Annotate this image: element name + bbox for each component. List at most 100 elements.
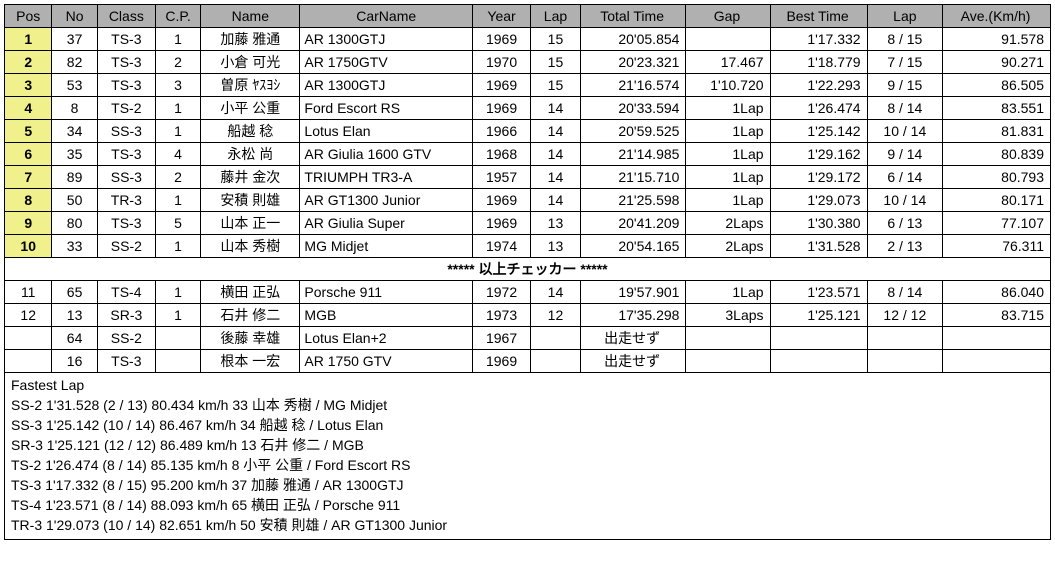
hdr-car: CarName xyxy=(300,5,473,28)
cell-best: 1'18.779 xyxy=(770,51,867,74)
cell-cp: 1 xyxy=(155,28,200,51)
cell-cp: 1 xyxy=(155,281,200,304)
cell-time: 21'15.710 xyxy=(580,166,686,189)
cell-blap xyxy=(867,350,942,373)
separator-row: ***** 以上チェッカー ***** xyxy=(5,258,1051,281)
hdr-lap: Lap xyxy=(531,5,581,28)
cell-lap: 14 xyxy=(531,189,581,212)
cell-lap: 14 xyxy=(531,120,581,143)
cell-gap: 1Lap xyxy=(686,143,770,166)
cell-name: 石井 修二 xyxy=(201,304,300,327)
cell-name: 曽原 ﾔｽﾖｼ xyxy=(201,74,300,97)
cell-no: 50 xyxy=(52,189,97,212)
cell-cp: 1 xyxy=(155,189,200,212)
cell-name: 船越 稔 xyxy=(201,120,300,143)
cell-cp: 4 xyxy=(155,143,200,166)
cell-cp: 1 xyxy=(155,235,200,258)
cell-time: 20'33.594 xyxy=(580,97,686,120)
table-row: 282TS-32小倉 可光AR 1750GTV19701520'23.32117… xyxy=(5,51,1051,74)
cell-best: 1'29.162 xyxy=(770,143,867,166)
cell-no: 8 xyxy=(52,97,97,120)
cell-no: 89 xyxy=(52,166,97,189)
hdr-blap: Lap xyxy=(867,5,942,28)
cell-gap: 1Lap xyxy=(686,97,770,120)
cell-name: 根本 一宏 xyxy=(201,350,300,373)
fastest-lap-line: TS-2 1'26.474 (8 / 14) 85.135 km/h 8 小平 … xyxy=(11,455,1044,475)
cell-blap: 2 / 13 xyxy=(867,235,942,258)
cell-best: 1'22.293 xyxy=(770,74,867,97)
cell-no: 16 xyxy=(52,350,97,373)
fastest-lap-box: Fastest Lap SS-2 1'31.528 (2 / 13) 80.43… xyxy=(4,373,1051,540)
cell-lap xyxy=(531,350,581,373)
table-row: 534SS-31船越 稔Lotus Elan19661420'59.5251La… xyxy=(5,120,1051,143)
cell-pos: 2 xyxy=(5,51,52,74)
hdr-class: Class xyxy=(97,5,155,28)
cell-car: AR Giulia 1600 GTV xyxy=(300,143,473,166)
cell-name: 横田 正弘 xyxy=(201,281,300,304)
cell-blap xyxy=(867,327,942,350)
cell-cp: 2 xyxy=(155,166,200,189)
table-row: 1213SR-31石井 修二MGB19731217'35.2983Laps1'2… xyxy=(5,304,1051,327)
cell-ave: 91.578 xyxy=(943,28,1051,51)
cell-lap: 15 xyxy=(531,51,581,74)
cell-best xyxy=(770,350,867,373)
cell-class: SS-2 xyxy=(97,327,155,350)
cell-ave: 81.831 xyxy=(943,120,1051,143)
cell-ave: 76.311 xyxy=(943,235,1051,258)
cell-no: 37 xyxy=(52,28,97,51)
cell-ave: 86.505 xyxy=(943,74,1051,97)
cell-car: MGB xyxy=(300,304,473,327)
cell-class: TS-2 xyxy=(97,97,155,120)
cell-blap: 10 / 14 xyxy=(867,120,942,143)
fastest-lap-line: TS-3 1'17.332 (8 / 15) 95.200 km/h 37 加藤… xyxy=(11,475,1044,495)
cell-pos: 1 xyxy=(5,28,52,51)
cell-cp xyxy=(155,350,200,373)
cell-best xyxy=(770,327,867,350)
cell-best: 1'25.142 xyxy=(770,120,867,143)
cell-pos xyxy=(5,327,52,350)
fastest-lap-title: Fastest Lap xyxy=(11,375,1044,395)
hdr-name: Name xyxy=(201,5,300,28)
results-table: Pos No Class C.P. Name CarName Year Lap … xyxy=(4,4,1051,373)
fastest-lap-line: TS-4 1'23.571 (8 / 14) 88.093 km/h 65 横田… xyxy=(11,495,1044,515)
results-tbody: 137TS-31加藤 雅通AR 1300GTJ19691520'05.8541'… xyxy=(5,28,1051,373)
cell-lap: 13 xyxy=(531,235,581,258)
fastest-lap-line: SS-2 1'31.528 (2 / 13) 80.434 km/h 33 山本… xyxy=(11,395,1044,415)
cell-class: TS-3 xyxy=(97,212,155,235)
cell-name: 藤井 金次 xyxy=(201,166,300,189)
cell-gap: 2Laps xyxy=(686,235,770,258)
cell-best: 1'29.172 xyxy=(770,166,867,189)
cell-gap: 1Lap xyxy=(686,120,770,143)
cell-gap xyxy=(686,28,770,51)
cell-lap: 14 xyxy=(531,281,581,304)
cell-car: AR 1750 GTV xyxy=(300,350,473,373)
cell-no: 80 xyxy=(52,212,97,235)
cell-class: SS-2 xyxy=(97,235,155,258)
hdr-ave: Ave.(Km/h) xyxy=(943,5,1051,28)
separator-text: ***** 以上チェッカー ***** xyxy=(5,258,1051,281)
fastest-lap-line: SR-3 1'25.121 (12 / 12) 86.489 km/h 13 石… xyxy=(11,435,1044,455)
cell-car: Lotus Elan+2 xyxy=(300,327,473,350)
cell-cp: 1 xyxy=(155,97,200,120)
cell-gap xyxy=(686,327,770,350)
header-row: Pos No Class C.P. Name CarName Year Lap … xyxy=(5,5,1051,28)
cell-name: 加藤 雅通 xyxy=(201,28,300,51)
table-row: 48TS-21小平 公重Ford Escort RS19691420'33.59… xyxy=(5,97,1051,120)
cell-name: 小倉 可光 xyxy=(201,51,300,74)
cell-time: 20'05.854 xyxy=(580,28,686,51)
cell-class: TS-3 xyxy=(97,350,155,373)
cell-best: 1'29.073 xyxy=(770,189,867,212)
cell-car: AR GT1300 Junior xyxy=(300,189,473,212)
cell-no: 33 xyxy=(52,235,97,258)
cell-lap: 15 xyxy=(531,28,581,51)
fastest-lap-line: SS-3 1'25.142 (10 / 14) 86.467 km/h 34 船… xyxy=(11,415,1044,435)
cell-lap: 14 xyxy=(531,166,581,189)
cell-ave: 80.171 xyxy=(943,189,1051,212)
cell-car: Ford Escort RS xyxy=(300,97,473,120)
hdr-pos: Pos xyxy=(5,5,52,28)
cell-gap: 1'10.720 xyxy=(686,74,770,97)
cell-time: 20'59.525 xyxy=(580,120,686,143)
cell-name: 山本 正一 xyxy=(201,212,300,235)
cell-lap: 15 xyxy=(531,74,581,97)
cell-time: 21'16.574 xyxy=(580,74,686,97)
